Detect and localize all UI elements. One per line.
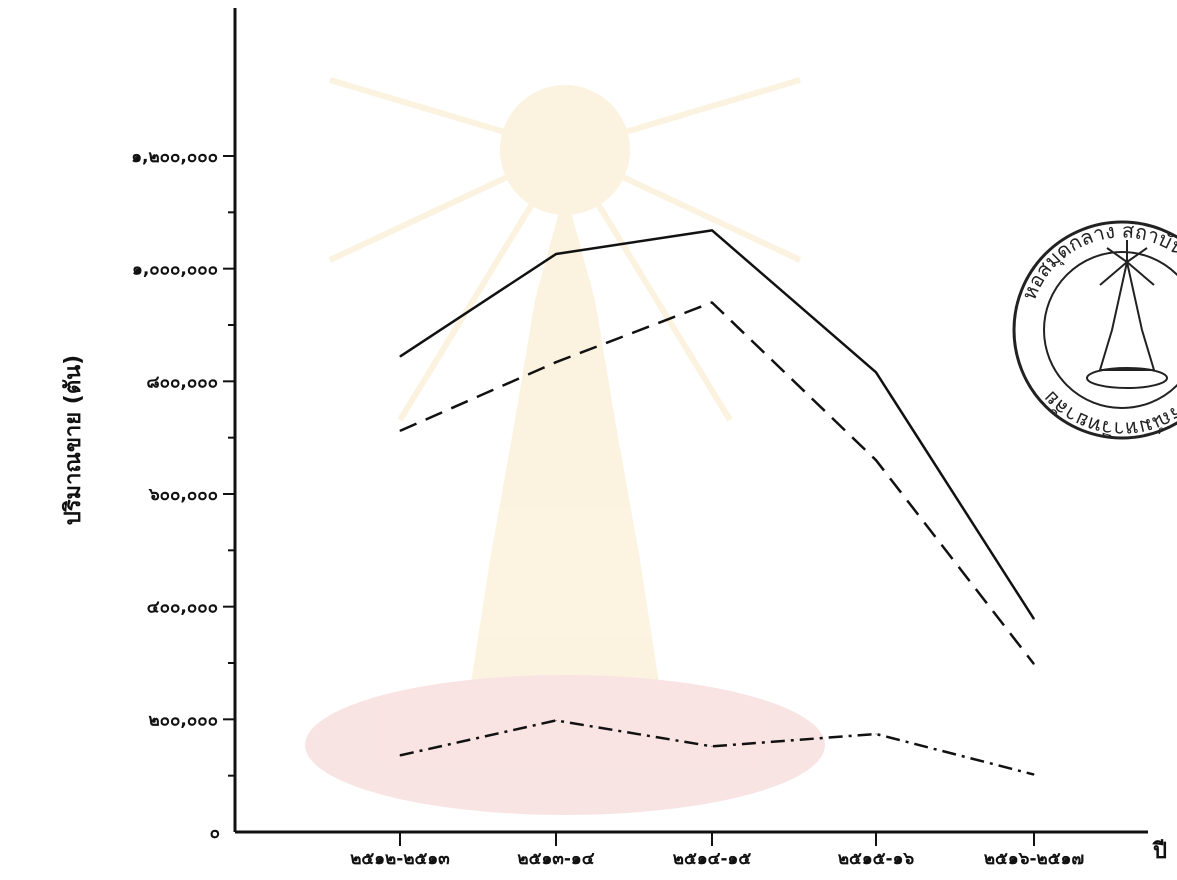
x-tick-label: ๒๕๑๖-๒๕๑๗ [984, 849, 1085, 869]
y-tick-label: ๖๐๐,๐๐๐ [148, 485, 218, 505]
y-axis-title: ปริมาณขาย (ตัน) [61, 355, 86, 525]
series-point-dashdot [399, 754, 401, 756]
series-point-dashed [555, 361, 557, 363]
series-point-dashed [875, 459, 877, 461]
series-point-solid [875, 371, 877, 373]
y-tick-label: ๒๐๐,๐๐๐ [148, 710, 218, 730]
series-point-solid [399, 356, 401, 358]
series-point-dashed [711, 301, 713, 303]
library-stamp: หอสมุดกลาง สถาบันวิทยบริการ จุฬาลงกรณ์มห… [1012, 218, 1177, 442]
watermark-emblem [305, 77, 825, 815]
series-point-dashed [399, 430, 401, 432]
x-tick-label: ๒๕๑๔-๑๕ [673, 849, 752, 869]
y-ticks: ๐ ๒๐๐,๐๐๐ ๔๐๐,๐๐๐ ๖๐๐,๐๐๐ ๘๐๐,๐๐๐ ๑,๐๐๐,๐๐๐ ๑,… [131, 147, 235, 843]
y-tick-label: ๑,๐๐๐,๐๐๐ [132, 260, 218, 280]
axes [233, 8, 1148, 834]
stamp-emblem-icon [1086, 240, 1168, 389]
series-point-dashdot [1033, 774, 1035, 776]
series-point-solid [1033, 618, 1035, 620]
stamp-text: หอสมุดกลาง สถาบันวิทยบริการ จุฬาลงกรณ์มห… [1017, 218, 1177, 441]
x-tick-label: ๒๕๑๕-๑๖ [838, 849, 915, 869]
series-point-dashed [1033, 663, 1035, 665]
y-tick-label: ๐ [210, 823, 220, 843]
series-point-solid [711, 229, 713, 231]
y-tick-label: ๔๐๐,๐๐๐ [147, 598, 218, 618]
series-lines [399, 229, 1036, 776]
x-ticks: ๒๕๑๒-๒๕๑๓ ๒๕๑๓-๑๔ ๒๕๑๔-๑๕ ๒๕๑๕-๑๖ ๒๕๑๖-๒๕๑๗ [350, 832, 1084, 869]
x-tick-label: ๒๕๑๓-๑๔ [517, 849, 594, 869]
x-axis-title: ปี [1152, 839, 1167, 864]
x-tick-label: ๒๕๑๒-๒๕๑๓ [350, 849, 450, 869]
series-point-dashdot [875, 733, 877, 735]
series-point-dashdot [555, 719, 557, 721]
series-point-dashdot [711, 745, 713, 747]
series-point-solid [555, 253, 557, 255]
y-tick-label: ๘๐๐,๐๐๐ [147, 372, 218, 392]
y-tick-label: ๑,๒๐๐,๐๐๐ [131, 147, 218, 167]
